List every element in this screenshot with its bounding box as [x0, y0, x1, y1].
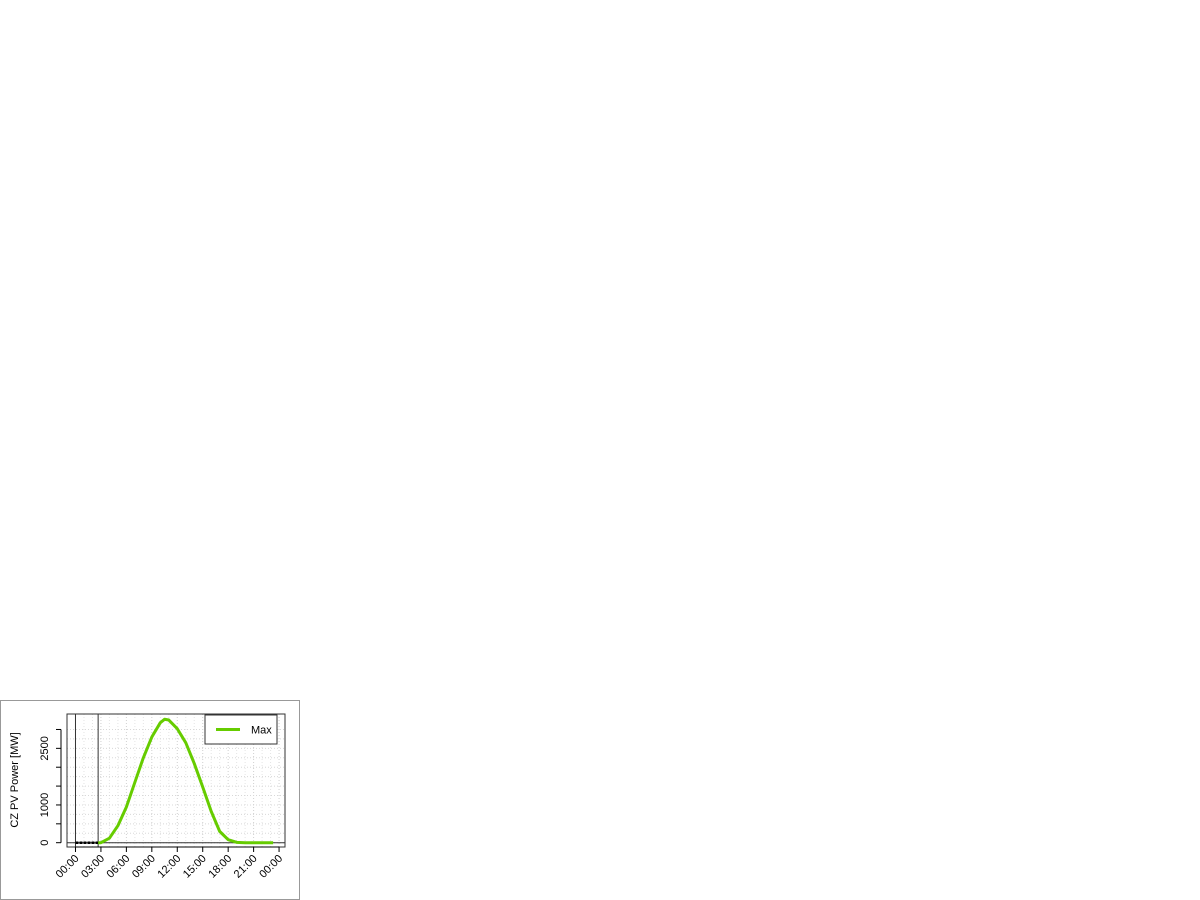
- y-tick-label: 2500: [39, 736, 51, 760]
- legend-label: Max: [251, 725, 272, 737]
- series-max: [98, 717, 274, 845]
- marks: [67, 714, 285, 847]
- legend: Max: [204, 714, 278, 745]
- y-tick-label: 1000: [39, 793, 51, 817]
- y-tick-label: 0: [39, 840, 51, 846]
- y-axis-label: CZ PV Power [MW]: [9, 732, 21, 827]
- legend-box: [204, 714, 278, 745]
- pv-power-chart: 00:0003:0006:0009:0012:0015:0018:0021:00…: [0, 700, 300, 900]
